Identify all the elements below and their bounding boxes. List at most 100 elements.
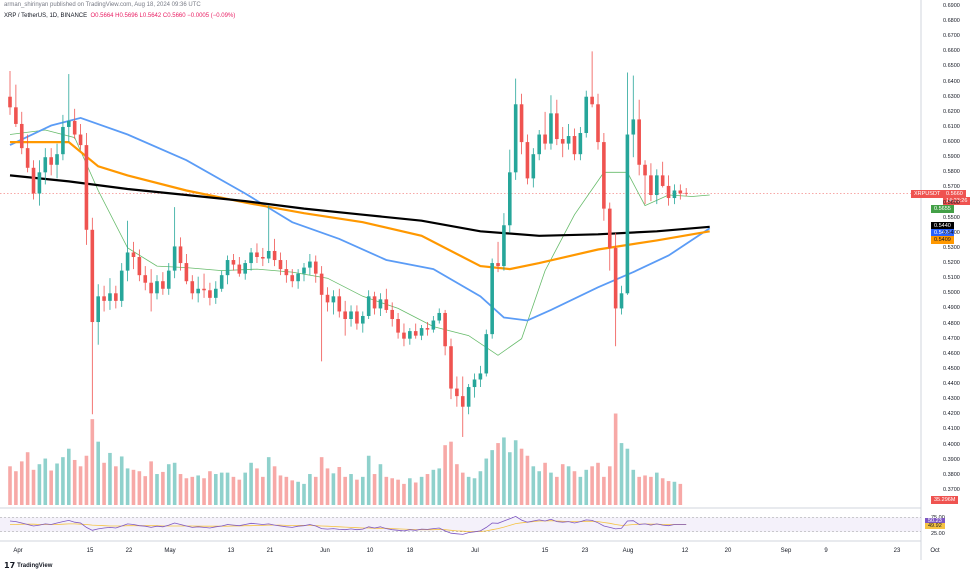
volume-bar xyxy=(225,472,230,505)
rsi-value-tag: 50.23 xyxy=(925,518,945,525)
volume-bar xyxy=(131,469,136,505)
candle-body xyxy=(402,332,406,339)
time-tick-label: Sep xyxy=(780,548,792,554)
volume-bar xyxy=(602,476,606,505)
candle-body xyxy=(425,328,430,330)
candle-body xyxy=(613,247,618,309)
candle-body xyxy=(43,157,48,173)
volume-bar xyxy=(284,476,289,505)
volume-bar xyxy=(572,471,577,505)
volume-bar xyxy=(666,481,671,505)
volume-bar xyxy=(184,478,189,505)
candle-body xyxy=(278,260,283,270)
candle-body xyxy=(590,96,594,105)
volume-bar xyxy=(513,440,518,505)
volume-bar xyxy=(237,479,242,505)
candle-body xyxy=(319,273,324,295)
candle-body xyxy=(102,296,106,301)
price-tick-label: 0.4100 xyxy=(943,426,960,433)
time-tick-label: Apr xyxy=(13,548,23,554)
price-tick-label: 0.4800 xyxy=(943,320,960,327)
volume-bar xyxy=(643,475,647,505)
candle-body xyxy=(266,250,271,259)
rsi-line xyxy=(9,515,687,535)
candle-body xyxy=(490,263,494,335)
candle-body xyxy=(372,296,377,309)
volume-bar xyxy=(590,466,594,505)
candle-body xyxy=(149,282,153,294)
volume-bar xyxy=(202,478,206,505)
candle-body xyxy=(555,113,559,140)
tradingview-logo-icon: 𝟭𝟳 xyxy=(4,561,16,570)
candle-body xyxy=(602,142,606,209)
candle-body xyxy=(525,142,530,179)
volume-bar xyxy=(19,461,24,505)
candle-body xyxy=(55,154,59,165)
volume-bar xyxy=(243,472,247,505)
ma-black-line xyxy=(9,174,710,237)
volume-bar xyxy=(631,469,636,505)
volume-bar xyxy=(496,443,500,505)
candle-body xyxy=(343,311,347,320)
candle-body xyxy=(49,157,53,165)
candle-body xyxy=(655,175,659,196)
volume-bar xyxy=(261,476,265,505)
candle-body xyxy=(331,296,336,303)
candle-body xyxy=(578,133,583,155)
candle-body xyxy=(366,296,371,316)
candle-body xyxy=(325,294,330,303)
volume-bar xyxy=(660,478,665,505)
volume-bar xyxy=(437,468,442,505)
candle-body xyxy=(378,299,383,309)
rsi-ma-value-tag: 49.92 xyxy=(925,522,945,529)
candle-body xyxy=(25,148,30,168)
candle-body xyxy=(172,246,177,271)
candle-body xyxy=(249,252,253,264)
volume-bar xyxy=(425,474,430,505)
price-tick-label: 0.6800 xyxy=(943,18,960,25)
volume-bar xyxy=(607,466,612,505)
candle-body xyxy=(637,119,641,165)
candle-body xyxy=(384,299,389,310)
volume-bar xyxy=(343,476,347,505)
time-axis[interactable]: Apr 15 22 May 13 21 Jun 10 18 Jul 15 23 Aug 12 20 Sep 9 2… xyxy=(0,547,939,559)
volume-bar xyxy=(502,437,506,505)
volume-bar xyxy=(449,441,453,505)
candle-body xyxy=(513,104,518,173)
candle-body xyxy=(231,260,236,265)
price-tick-label: 0.4400 xyxy=(943,381,960,388)
black-ma-tag: 0.5440 xyxy=(931,221,954,230)
volume-bar xyxy=(255,468,259,505)
volume-bar xyxy=(508,452,512,505)
volume-bar xyxy=(519,448,524,505)
candle-body xyxy=(455,388,459,397)
volume-bar xyxy=(67,448,71,505)
candle-body xyxy=(8,96,12,108)
volume-bar xyxy=(455,464,459,505)
time-tick-label: May xyxy=(164,548,176,554)
volume-bar xyxy=(413,482,418,505)
volume-bar xyxy=(549,472,553,505)
time-tick-label: Oct xyxy=(930,548,940,554)
volume-bar xyxy=(231,476,236,505)
candle-body xyxy=(355,311,359,324)
rsi-upper-level: 75.00 xyxy=(931,515,945,521)
price-tick-label: 0.4500 xyxy=(943,365,960,372)
volume-bar xyxy=(114,466,118,505)
volume-bar xyxy=(78,466,83,505)
volume-bar xyxy=(296,481,300,505)
candle-body xyxy=(413,331,418,336)
volume-bar xyxy=(361,476,365,505)
tradingview-logo[interactable]: 𝟭𝟳 TradingView xyxy=(4,561,52,570)
price-axis[interactable]: XRPUSDT 0.5660 14:23:26 0.5655 0.5440 0.… xyxy=(911,0,971,548)
volume-bar xyxy=(266,457,271,505)
volume-bar xyxy=(155,474,159,505)
candle-body xyxy=(466,387,471,407)
price-tick-label: 0.3900 xyxy=(943,456,960,463)
rsi-band xyxy=(0,517,921,532)
price-tick-label: 0.5900 xyxy=(943,154,960,161)
volume-bar xyxy=(537,471,541,505)
candle-body xyxy=(549,113,553,144)
volume-bar xyxy=(349,474,353,505)
